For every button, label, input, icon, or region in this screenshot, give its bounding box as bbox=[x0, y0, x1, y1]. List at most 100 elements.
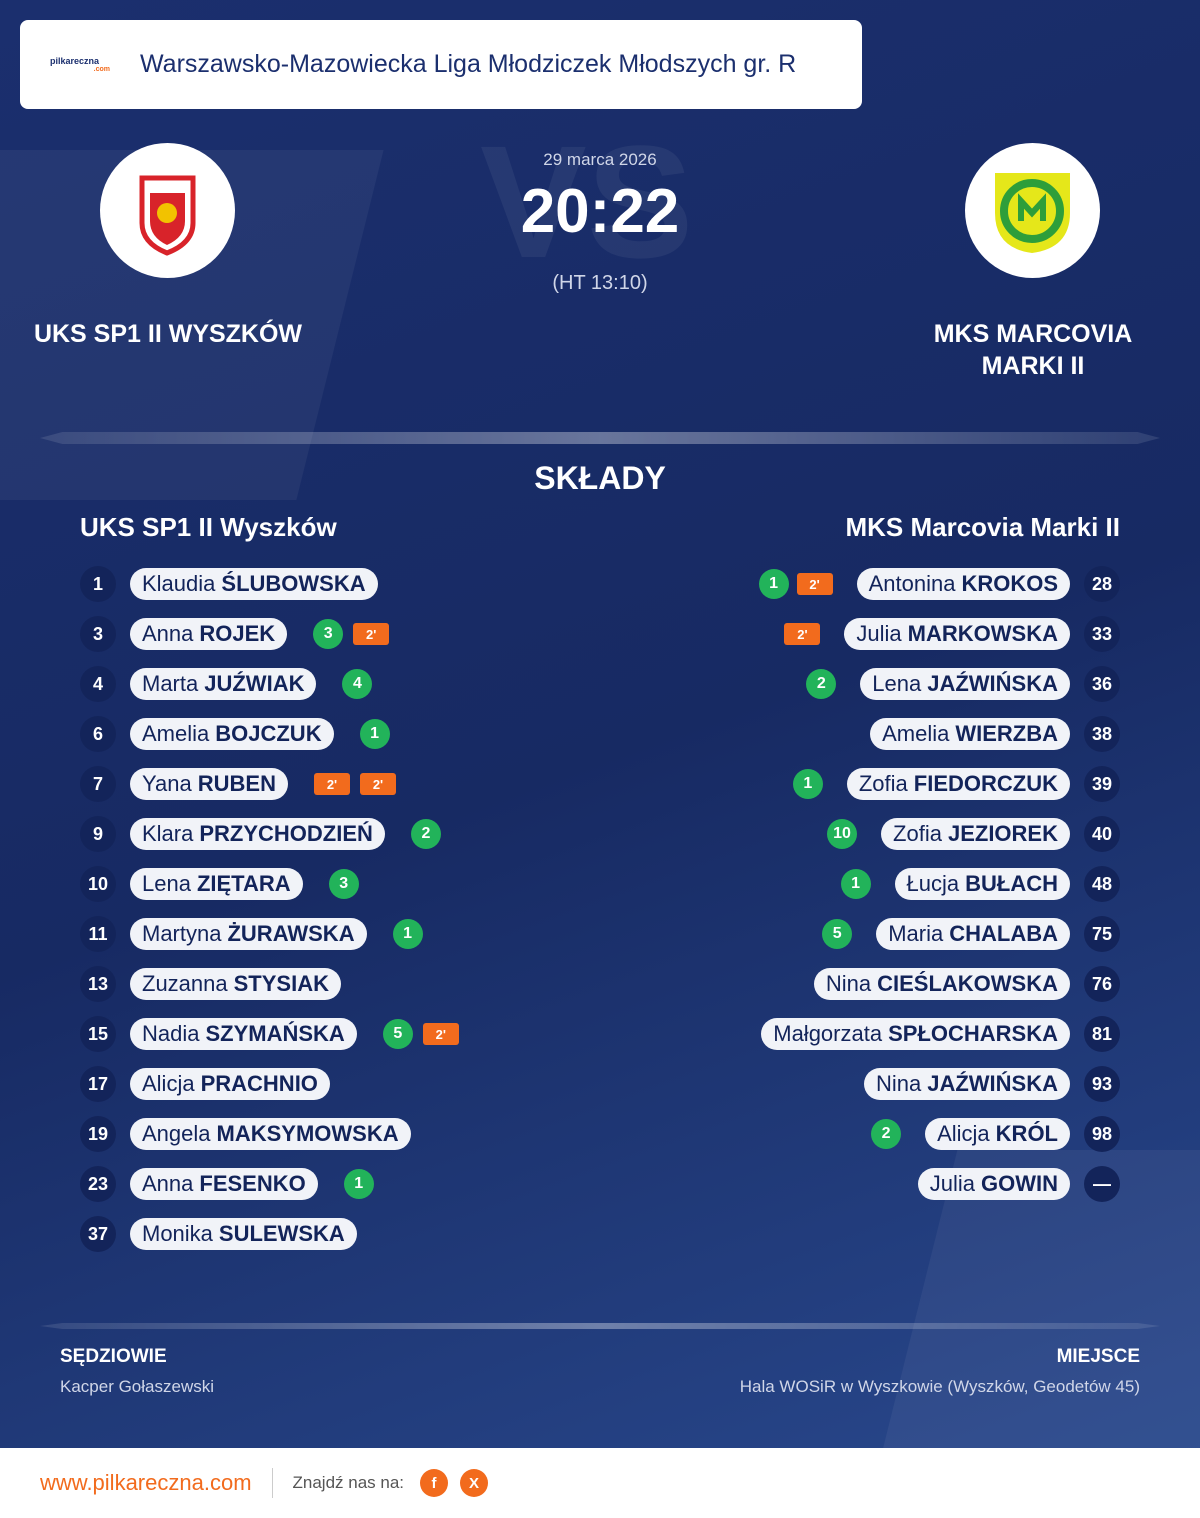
lineups-title: SKŁADY bbox=[534, 460, 666, 496]
player-row: 1 Łucja BUŁACH 48 bbox=[560, 859, 1120, 909]
last-name: PRACHNIO bbox=[200, 1071, 318, 1096]
goals-badge: 5 bbox=[822, 919, 853, 949]
player-number: 81 bbox=[1084, 1016, 1120, 1052]
penalty-badge: 2' bbox=[313, 773, 350, 795]
player-name: Alicja KRÓL bbox=[925, 1118, 1070, 1150]
first-name: Maria bbox=[888, 921, 944, 946]
player-name: Łucja BUŁACH bbox=[894, 868, 1070, 900]
first-name: Anna bbox=[142, 621, 194, 646]
goals-badge: 1 bbox=[758, 569, 789, 599]
player-row: 23 Anna FESENKO 1 bbox=[80, 1159, 640, 1209]
away-crest bbox=[965, 143, 1100, 278]
player-name: Lena ZIĘTARA bbox=[130, 868, 303, 900]
player-name: Nina CIEŚLAKOWSKA bbox=[813, 968, 1070, 1000]
last-name: RUBEN bbox=[197, 771, 276, 796]
player-name: Zuzanna STYSIAK bbox=[130, 968, 341, 1000]
player-number: 13 bbox=[80, 966, 116, 1002]
player-number: 38 bbox=[1084, 716, 1120, 752]
player-name: Martyna ŻURAWSKA bbox=[130, 918, 367, 950]
first-name: Nadia bbox=[142, 1021, 200, 1046]
first-name: Zofia bbox=[893, 821, 942, 846]
crest-icon bbox=[995, 173, 1070, 253]
last-name: CHALABA bbox=[949, 921, 1058, 946]
league-title: Warszawsko-Mazowiecka Liga Młodziczek Mł… bbox=[140, 50, 797, 78]
first-name: Yana bbox=[142, 771, 192, 796]
goals-badge: 3 bbox=[313, 619, 344, 649]
last-name: ŚLUBOWSKA bbox=[221, 571, 366, 596]
first-name: Łucja bbox=[906, 871, 960, 896]
player-row: 11 Martyna ŻURAWSKA 1 bbox=[80, 909, 640, 959]
player-name: Małgorzata SPŁOCHARSKA bbox=[761, 1018, 1070, 1050]
last-name: ZIĘTARA bbox=[196, 871, 291, 896]
player-number: 15 bbox=[80, 1016, 116, 1052]
home-team-name: UKS SP1 II WYSZKÓW bbox=[33, 320, 303, 348]
first-name: Amelia bbox=[882, 721, 950, 746]
goals-badge: 2 bbox=[806, 669, 837, 699]
player-number: 9 bbox=[80, 816, 116, 852]
player-number: 76 bbox=[1084, 966, 1120, 1002]
away-lineup: 1 2' Antonina KROKOS 28 2' Julia MARKOWSKA 33 2 Le… bbox=[560, 559, 1120, 1209]
logo[interactable]: pilkareczna .com bbox=[50, 55, 120, 73]
player-name: Alicja PRACHNIO bbox=[130, 1068, 330, 1100]
facebook-link[interactable]: f bbox=[420, 1469, 449, 1497]
home-crest bbox=[100, 143, 235, 278]
first-name: Nina bbox=[825, 971, 872, 996]
venue: Hala WOSiR w Wyszkowie (Wyszków, Geodetó… bbox=[739, 1377, 1140, 1396]
player-name: Amelia BOJCZUK bbox=[130, 718, 334, 750]
goals-badge: 2 bbox=[871, 1119, 902, 1149]
header: pilkareczna .com Warszawsko-Mazowiecka Li… bbox=[20, 20, 862, 109]
player-number: 11 bbox=[80, 916, 116, 952]
player-number: 98 bbox=[1084, 1116, 1120, 1152]
player-row: 17 Alicja PRACHNIO bbox=[80, 1059, 640, 1109]
player-number: 48 bbox=[1084, 866, 1120, 902]
first-name: Antonina bbox=[868, 571, 956, 596]
player-name: Amelia WIERZBA bbox=[870, 718, 1070, 750]
goals-badge: 1 bbox=[343, 1169, 374, 1199]
last-name: SULEWSKA bbox=[218, 1221, 345, 1246]
venue-title: MIEJSCE bbox=[1056, 1346, 1140, 1367]
referees-title: SĘDZIOWIE bbox=[60, 1346, 167, 1367]
x-link[interactable]: X bbox=[460, 1469, 489, 1497]
first-name: Monika bbox=[142, 1221, 213, 1246]
first-name: Lena bbox=[142, 871, 191, 896]
away-lineup-title: MKS Marcovia Marki II bbox=[845, 512, 1120, 542]
player-number: 40 bbox=[1084, 816, 1120, 852]
goals-badge: 3 bbox=[328, 869, 359, 899]
separator bbox=[40, 432, 1160, 444]
player-name: Maria CHALABA bbox=[876, 918, 1070, 950]
match-date: 29 marca 2026 bbox=[543, 150, 657, 169]
player-name: Yana RUBEN bbox=[130, 768, 288, 800]
first-name: Zuzanna bbox=[142, 971, 228, 996]
logo-text: pilkareczna bbox=[50, 55, 100, 66]
last-name: ŻURAWSKA bbox=[227, 921, 355, 946]
last-name: GOWIN bbox=[981, 1171, 1058, 1196]
player-row: 3 Anna ROJEK 3 2' bbox=[80, 609, 640, 659]
player-row: 1 Zofia FIEDORCZUK 39 bbox=[560, 759, 1120, 809]
first-name: Julia bbox=[929, 1171, 975, 1196]
player-name: Angela MAKSYMOWSKA bbox=[130, 1118, 411, 1150]
player-number: 75 bbox=[1084, 916, 1120, 952]
player-row: 2 Alicja KRÓL 98 bbox=[560, 1109, 1120, 1159]
player-number: 4 bbox=[80, 666, 116, 702]
player-name: Julia GOWIN bbox=[917, 1168, 1070, 1200]
first-name: Anna bbox=[142, 1171, 194, 1196]
site-link[interactable]: www.pilkareczna.com bbox=[40, 1470, 252, 1495]
player-number: 33 bbox=[1084, 616, 1120, 652]
player-row: 5 Maria CHALABA 75 bbox=[560, 909, 1120, 959]
player-row: Małgorzata SPŁOCHARSKA 81 bbox=[560, 1009, 1120, 1059]
goals-badge: 4 bbox=[342, 669, 373, 699]
divider bbox=[271, 1468, 273, 1498]
player-number: 93 bbox=[1084, 1066, 1120, 1102]
player-name: Anna FESENKO bbox=[130, 1168, 318, 1200]
goals-badge: 1 bbox=[359, 719, 390, 749]
player-name: Zofia JEZIOREK bbox=[881, 818, 1070, 850]
player-name: Anna ROJEK bbox=[130, 618, 288, 650]
first-name: Klaudia bbox=[142, 571, 216, 596]
goals-badge: 2 bbox=[410, 819, 441, 849]
player-row: 13 Zuzanna STYSIAK bbox=[80, 959, 640, 1009]
first-name: Lena bbox=[872, 671, 922, 696]
halftime: (HT 13:10) bbox=[552, 272, 648, 294]
home-lineup: 1 Klaudia ŚLUBOWSKA 3 Anna ROJEK 3 2' 4 Marta JUŹW… bbox=[80, 559, 640, 1259]
last-name: PRZYCHODZIEŃ bbox=[199, 821, 373, 846]
player-number: 19 bbox=[80, 1116, 116, 1152]
